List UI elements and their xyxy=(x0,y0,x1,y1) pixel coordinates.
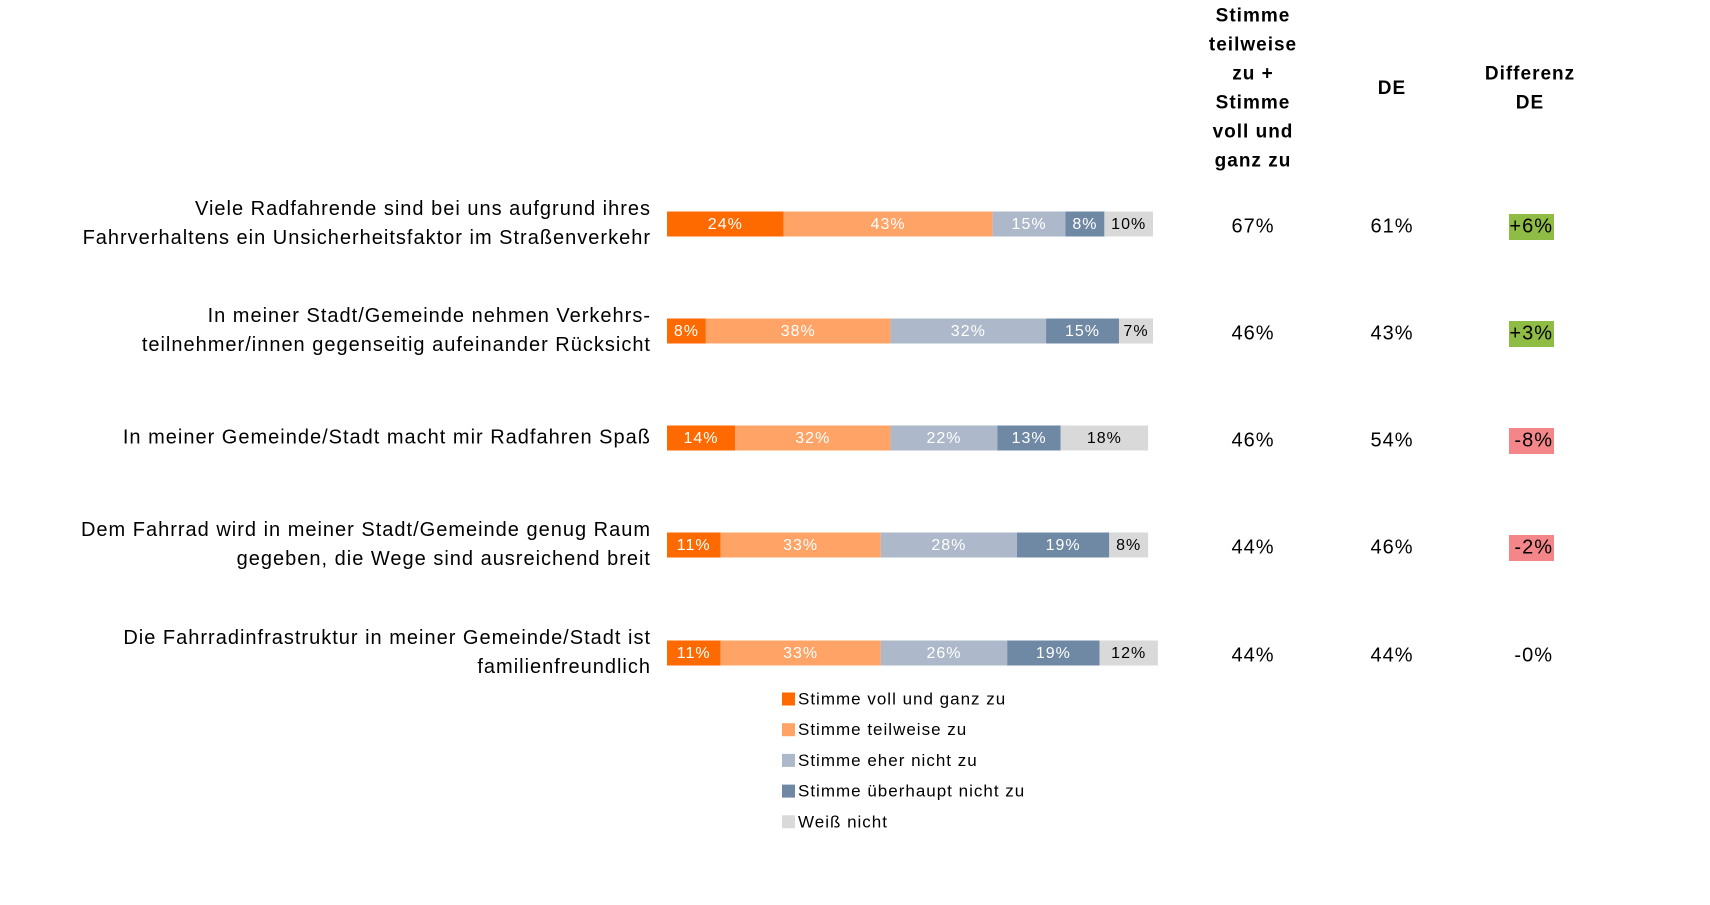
bar-value-label: 10% xyxy=(1111,216,1146,233)
bar-value-label: 26% xyxy=(927,645,962,662)
bar-segment xyxy=(667,318,706,344)
bar-segment xyxy=(890,425,998,451)
bar-value-label: 19% xyxy=(1046,537,1081,554)
bar-segment xyxy=(890,318,1047,344)
column-header: ganz zu xyxy=(1215,151,1292,172)
category-label: In meiner Stadt/Gemeinde nehmen Verkehrs… xyxy=(208,305,651,327)
bar-segment xyxy=(1065,211,1105,237)
bar-value-label: 19% xyxy=(1036,645,1071,662)
bar-value-label: 12% xyxy=(1111,645,1146,662)
category-label: gegeben, die Wege sind ausreichend breit xyxy=(237,548,651,570)
category-label: Viele Radfahrende sind bei uns aufgrund … xyxy=(195,198,651,220)
legend-swatch xyxy=(782,815,795,829)
table-value: -2% xyxy=(1514,536,1553,558)
legend-label: Stimme voll und ganz zu xyxy=(798,689,1006,708)
column-header: voll und xyxy=(1213,122,1294,143)
bar-segment xyxy=(667,425,736,451)
bar-value-label: 32% xyxy=(951,323,986,340)
bar-segment xyxy=(720,640,881,666)
bar-value-label: 28% xyxy=(931,537,966,554)
bar-value-label: 32% xyxy=(795,430,830,447)
table-value: 44% xyxy=(1370,644,1413,666)
bar-value-label: 18% xyxy=(1087,430,1122,447)
legend-swatch xyxy=(782,692,795,706)
bar-segment xyxy=(667,640,721,666)
bar-value-label: 15% xyxy=(1012,216,1047,233)
bar-value-label: 11% xyxy=(677,537,711,554)
bar-value-label: 24% xyxy=(708,216,743,233)
table-value: 43% xyxy=(1370,322,1413,344)
bar-segment xyxy=(1099,640,1158,666)
bar-value-label: 14% xyxy=(684,430,719,447)
bar-segment xyxy=(1118,318,1153,344)
bar-segment xyxy=(1007,640,1100,666)
bar-value-label: 8% xyxy=(674,323,699,340)
table-value: 44% xyxy=(1231,536,1274,558)
column-header: teilweise xyxy=(1209,35,1297,56)
table-value: -8% xyxy=(1514,429,1553,451)
bar-segment xyxy=(1109,532,1149,558)
table-value: -0% xyxy=(1514,644,1553,666)
bar-segment xyxy=(880,640,1008,666)
bar-segment xyxy=(705,318,891,344)
legend-label: Weiß nicht xyxy=(798,812,888,831)
bar-value-label: 43% xyxy=(871,216,906,233)
bar-value-label: 13% xyxy=(1012,430,1047,447)
bar-value-label: 22% xyxy=(927,430,962,447)
legend-label: Stimme eher nicht zu xyxy=(798,751,978,770)
bar-segment xyxy=(992,211,1066,237)
bar-segment xyxy=(1046,318,1119,344)
legend-label: Stimme teilweise zu xyxy=(798,720,967,739)
category-label: Dem Fahrrad wird in meiner Stadt/Gemeind… xyxy=(81,519,651,541)
table-value: 61% xyxy=(1370,215,1413,237)
bar-value-label: 33% xyxy=(783,645,818,662)
bar-value-label: 15% xyxy=(1065,323,1100,340)
bar-value-label: 8% xyxy=(1116,537,1141,554)
bar-value-label: 7% xyxy=(1123,323,1148,340)
bar-value-label: 11% xyxy=(677,645,711,662)
bar-segment xyxy=(880,532,1017,558)
table-value: +6% xyxy=(1509,215,1553,237)
legend-swatch xyxy=(782,723,795,737)
bar-segment xyxy=(667,532,721,558)
bar-segment xyxy=(997,425,1061,451)
category-label: Die Fahrradinfrastruktur in meiner Gemei… xyxy=(123,627,651,649)
table-value: 46% xyxy=(1370,536,1413,558)
bar-segment xyxy=(1060,425,1149,451)
column-header: DE xyxy=(1516,93,1544,114)
table-value: 44% xyxy=(1231,644,1274,666)
legend-swatch xyxy=(782,784,795,798)
bar-value-label: 8% xyxy=(1072,216,1097,233)
category-label: teilnehmer/innen gegenseitig aufeinander… xyxy=(142,334,651,356)
column-header: Stimme xyxy=(1216,93,1291,114)
bar-segment xyxy=(720,532,881,558)
category-label: Fahrverhaltens ein Unsicherheitsfaktor i… xyxy=(83,227,651,249)
difference-highlight xyxy=(1509,535,1554,561)
bar-value-label: 38% xyxy=(781,323,816,340)
difference-highlight xyxy=(1509,321,1554,347)
bar-value-label: 33% xyxy=(783,537,818,554)
column-header: Differenz xyxy=(1485,64,1575,85)
table-value: +3% xyxy=(1509,322,1553,344)
column-header: DE xyxy=(1378,78,1406,99)
bar-segment xyxy=(735,425,891,451)
column-header: zu + xyxy=(1232,64,1273,85)
table-value: 54% xyxy=(1370,429,1413,451)
bar-segment xyxy=(1104,211,1153,237)
category-label: In meiner Gemeinde/Stadt macht mir Radfa… xyxy=(123,426,651,448)
legend-swatch xyxy=(782,753,795,767)
difference-highlight xyxy=(1509,214,1554,240)
table-value: 46% xyxy=(1231,322,1274,344)
bar-segment xyxy=(1016,532,1110,558)
category-label: familienfreundlich xyxy=(477,656,651,678)
table-value: 67% xyxy=(1231,215,1274,237)
difference-highlight xyxy=(1509,428,1554,454)
bar-segment xyxy=(667,211,784,237)
bar-segment xyxy=(783,211,993,237)
column-header: Stimme xyxy=(1216,6,1291,27)
legend-label: Stimme überhaupt nicht zu xyxy=(798,782,1025,801)
table-value: 46% xyxy=(1231,429,1274,451)
